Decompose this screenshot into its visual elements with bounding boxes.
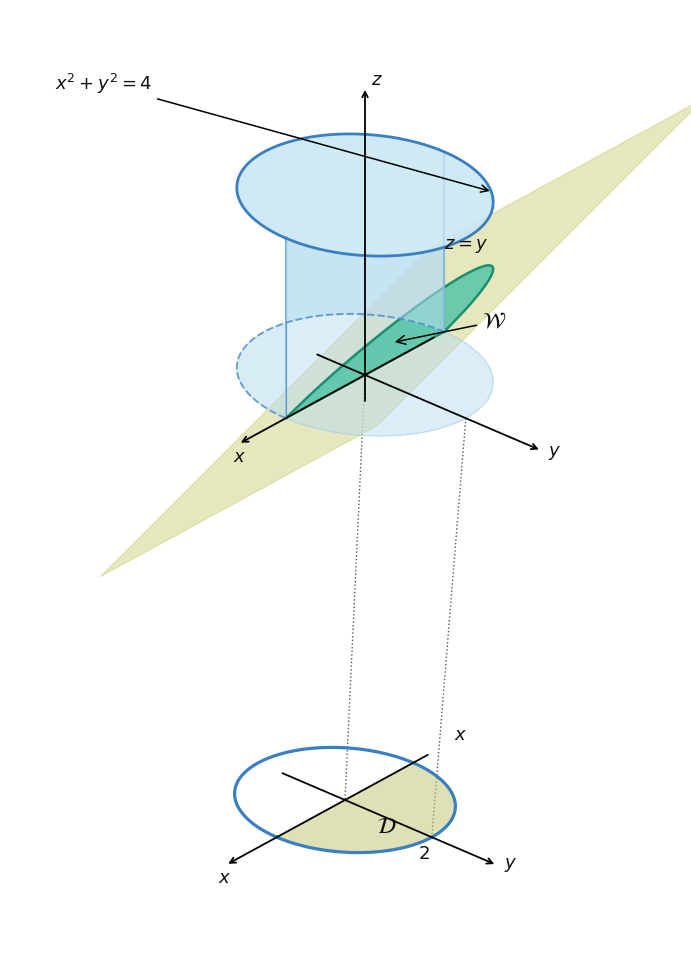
Text: $x$: $x$ xyxy=(455,726,468,743)
Text: $y$: $y$ xyxy=(549,443,562,462)
Text: $\mathcal{W}$: $\mathcal{W}$ xyxy=(397,312,507,345)
Polygon shape xyxy=(237,134,493,257)
Polygon shape xyxy=(100,98,691,577)
Text: $2$: $2$ xyxy=(418,845,430,863)
Text: $y$: $y$ xyxy=(504,856,517,874)
Text: $\mathcal{D}$: $\mathcal{D}$ xyxy=(377,818,396,837)
Text: $z = y$: $z = y$ xyxy=(444,237,488,255)
Polygon shape xyxy=(286,152,493,437)
Polygon shape xyxy=(277,763,455,853)
Text: $x$: $x$ xyxy=(234,448,247,467)
Text: $z$: $z$ xyxy=(371,71,383,89)
Text: $x$: $x$ xyxy=(218,869,231,887)
Text: $x^2 + y^2 = 4$: $x^2 + y^2 = 4$ xyxy=(55,72,488,192)
Polygon shape xyxy=(237,134,444,418)
Polygon shape xyxy=(286,265,493,418)
